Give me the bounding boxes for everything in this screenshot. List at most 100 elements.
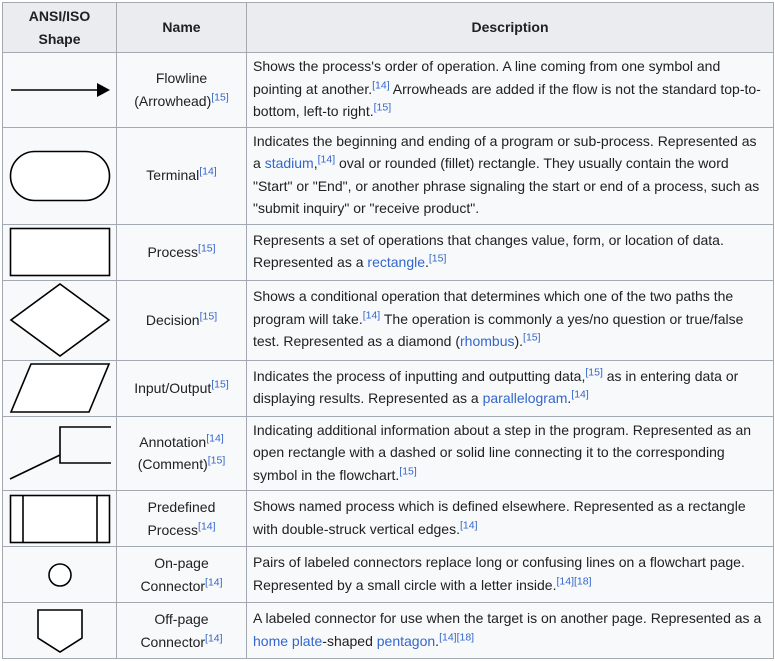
description-cell: Indicates the process of inputting and o… [246, 359, 774, 417]
name-cell: Flowline (Arrowhead)[15] [116, 52, 247, 128]
text-span: , [313, 155, 318, 171]
text-span: Indicates the process of inputting and o… [253, 367, 586, 384]
table-row: Flowline (Arrowhead)[15] Shows the proce… [2, 52, 774, 128]
citation-ref-link[interactable]: [14] [198, 519, 216, 532]
text-span: Off-page Connector [140, 611, 209, 650]
citation-ref-link[interactable]: [15] [523, 331, 541, 344]
text-span: Indicates the beginning and ending of a … [253, 132, 757, 172]
text-span: Shows named process which is defined els… [253, 498, 746, 537]
table-row: Process[15] Represents a set of operatio… [2, 223, 774, 281]
shape-cell [2, 52, 117, 128]
input-output-parallelogram-icon [9, 363, 110, 413]
terminal-stadium-icon [9, 150, 110, 201]
citation-ref-link[interactable]: [15] [198, 242, 216, 255]
description-cell: Represents a set of operations that chan… [246, 223, 774, 281]
text-span: oval or rounded (fillet) rectangle. They… [253, 155, 760, 216]
text-span: Pairs of labeled connectors replace long… [253, 554, 745, 593]
wiki-link[interactable]: rectangle [367, 254, 425, 270]
description-cell: A labeled connector for use when the tar… [246, 602, 774, 659]
text-span: On-page Connector [140, 555, 209, 594]
text-span: Indicating additional information about … [253, 421, 752, 483]
citation-ref-link[interactable]: [14] [205, 631, 223, 644]
citation-ref-link[interactable]: [14] [372, 78, 390, 91]
table-row: Off-page Connector[14] A labeled connect… [2, 602, 774, 659]
shape-cell [2, 490, 117, 547]
table-row: Decision[15] Shows a conditional operati… [2, 279, 774, 361]
citation-ref-link[interactable]: [15] [373, 101, 392, 114]
text-span: Annotation [139, 433, 207, 450]
description-cell: Pairs of labeled connectors replace long… [246, 546, 774, 603]
wiki-link[interactable]: stadium [264, 155, 314, 171]
description-cell: Indicating additional information about … [246, 415, 774, 491]
text-span: . [435, 632, 440, 649]
citation-ref-link[interactable]: [15] [211, 91, 229, 104]
shape-cell [2, 415, 117, 491]
name-cell: Off-page Connector[14] [116, 602, 247, 659]
text-span: ). [514, 333, 524, 350]
description-cell: Shows the process's order of operation. … [246, 52, 774, 128]
shape-cell [2, 279, 117, 361]
name-cell: Terminal[14] [116, 126, 247, 225]
text-span: Represents a set of operations that chan… [253, 231, 724, 271]
citation-ref-link[interactable]: [14] [362, 309, 381, 322]
table-row: On-page Connector[14] Pairs of labeled c… [2, 546, 774, 603]
citation-ref-link[interactable]: [14][18] [556, 574, 592, 587]
name-cell: Predefined Process[14] [116, 490, 247, 547]
description-cell: Shows named process which is defined els… [246, 490, 774, 547]
table-row: Input/Output[15] Indicates the process o… [2, 359, 774, 417]
text-span: Terminal [146, 167, 200, 184]
citation-ref-link[interactable]: [14] [199, 165, 217, 178]
wiki-link[interactable]: home plate [253, 632, 323, 649]
header-description[interactable]: Description [246, 2, 774, 53]
wiki-link[interactable]: parallelogram [482, 390, 568, 406]
citation-ref-link[interactable]: [15] [211, 378, 229, 391]
shape-cell [2, 602, 117, 659]
citation-ref-link[interactable]: [15] [207, 454, 226, 467]
name-cell: Decision[15] [116, 279, 247, 361]
on-page-connector-circle-icon [47, 562, 72, 587]
text-span: . [425, 254, 429, 270]
table-row: Predefined Process[14] Shows named proce… [2, 490, 774, 547]
name-cell: Annotation[14] (Comment)[15] [116, 415, 247, 491]
shape-cell [2, 126, 117, 225]
citation-ref-link[interactable]: [14] [571, 388, 589, 401]
text-span: as in entering data or displaying result… [253, 367, 739, 407]
table-row: Terminal[14] Indicates the beginning and… [2, 126, 774, 225]
shape-cell [2, 546, 117, 603]
citation-ref-link[interactable]: [14] [206, 432, 224, 445]
header-row: ANSI/ISO Shape Name Description [2, 2, 774, 53]
citation-ref-link[interactable]: [14] [317, 153, 336, 166]
text-span: (Comment) [137, 456, 208, 473]
text-span: Decision [145, 311, 200, 328]
wiki-link[interactable]: pentagon [376, 632, 436, 649]
table-row: Annotation[14] (Comment)[15] Indicating … [2, 415, 774, 491]
description-cell: Indicates the beginning and ending of a … [246, 126, 774, 225]
text-span: A labeled connector for use when the tar… [253, 610, 762, 626]
text-span: Flowline (Arrowhead) [134, 70, 212, 109]
text-span: . [567, 390, 572, 406]
name-cell: Input/Output[15] [116, 359, 247, 417]
citation-ref-link[interactable]: [14][18] [439, 630, 475, 643]
decision-diamond-icon [9, 283, 110, 357]
description-cell: Shows a conditional operation that deter… [246, 279, 774, 361]
citation-ref-link[interactable]: [15] [199, 310, 218, 323]
text-span: Arrowheads are added if the flow is not … [253, 80, 761, 120]
name-cell: Process[15] [116, 223, 247, 281]
predefined-process-icon [9, 494, 110, 543]
arrow-icon [10, 82, 110, 97]
citation-ref-link[interactable]: [14] [205, 575, 223, 588]
text-span: Process [147, 243, 199, 260]
header-shape[interactable]: ANSI/ISO Shape [2, 2, 117, 53]
off-page-connector-pentagon-icon [36, 608, 83, 653]
citation-ref-link[interactable]: [14] [460, 518, 478, 531]
name-cell: On-page Connector[14] [116, 546, 247, 603]
citation-ref-link[interactable]: [15] [585, 365, 603, 378]
header-name[interactable]: Name [116, 2, 247, 53]
citation-ref-link[interactable]: [15] [399, 464, 417, 477]
text-span: Shows a conditional operation that deter… [253, 288, 734, 327]
citation-ref-link[interactable]: [15] [428, 252, 447, 265]
text-span: Shows the process's order of operation. … [253, 58, 721, 97]
wiki-link[interactable]: rhombus [460, 333, 515, 350]
text-span: Input/Output [134, 379, 212, 396]
